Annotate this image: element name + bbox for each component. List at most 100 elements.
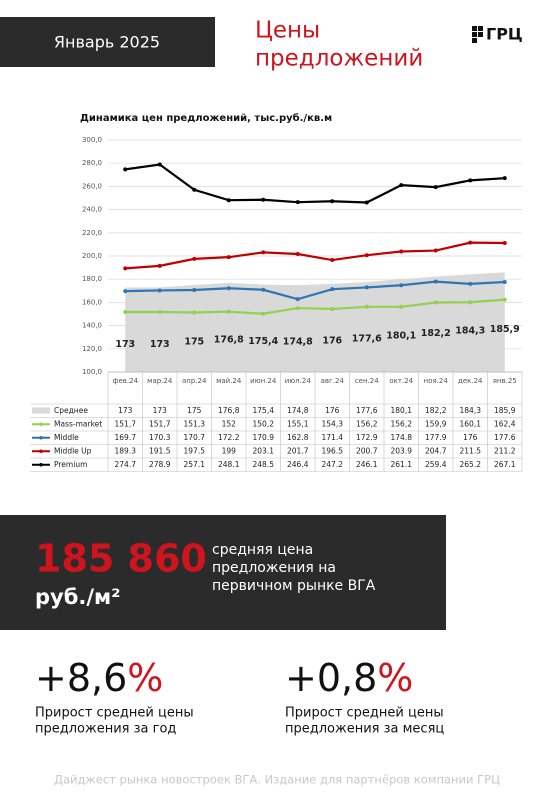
point	[261, 197, 266, 202]
table-cell: 172.9	[356, 433, 378, 442]
point	[502, 279, 507, 284]
stat-number: +8,6	[35, 656, 127, 700]
table-cell: 159,9	[425, 419, 447, 428]
x-tick-label: янв.25	[493, 377, 517, 385]
stat-label: Прирост средней цены	[35, 706, 194, 721]
point	[123, 310, 128, 315]
table-cell: 196.5	[322, 446, 344, 455]
point	[364, 253, 369, 258]
summary-text: первичном рынке ВГА	[212, 578, 376, 594]
table-cell: 199	[222, 446, 237, 455]
point	[399, 183, 404, 188]
table-cell: 189.3	[115, 446, 137, 455]
table-cell: 175	[187, 406, 202, 415]
data-label: 176,8	[214, 334, 244, 345]
point	[226, 198, 231, 203]
table-cell: 162.8	[287, 433, 309, 442]
table-cell: 211.5	[460, 446, 482, 455]
table-cell: 151,3	[184, 419, 206, 428]
table-cell: 246.1	[356, 460, 378, 469]
table-cell: 173	[153, 406, 168, 415]
legend-swatch	[39, 449, 43, 454]
line	[125, 241, 505, 270]
table-cell: 169.7	[115, 433, 137, 442]
point	[433, 300, 438, 305]
summary-value: 185 860	[35, 537, 207, 581]
summary-unit: руб./м²	[35, 585, 120, 609]
table-cell: 184,3	[460, 406, 482, 415]
data-label: 174,8	[283, 337, 313, 348]
table-cell: 191.5	[149, 446, 171, 455]
point	[226, 286, 231, 291]
x-tick-label: сен.24	[355, 377, 379, 385]
point	[226, 255, 231, 260]
line	[125, 298, 505, 315]
table-cell: 211.2	[494, 446, 516, 455]
y-tick-label: 300,0	[82, 136, 102, 144]
logo-icon	[472, 26, 483, 43]
y-tick-label: 200,0	[82, 252, 102, 260]
table-cell: 177.6	[494, 433, 516, 442]
table-cell: 247.2	[322, 460, 344, 469]
stat-label: предложения за месяц	[285, 722, 444, 737]
stat-unit: %	[127, 656, 163, 700]
point	[295, 306, 300, 311]
summary-banner	[0, 515, 446, 630]
data-label: 173	[150, 339, 170, 350]
table-cell: 176,8	[218, 406, 240, 415]
y-tick-label: 280,0	[82, 159, 102, 167]
point	[261, 311, 266, 316]
point	[502, 176, 507, 181]
legend-swatch	[39, 462, 43, 467]
point	[330, 287, 335, 292]
point	[364, 304, 369, 309]
date-box	[0, 17, 215, 67]
x-tick-label: окт.24	[389, 377, 413, 385]
legend-swatch	[39, 422, 43, 427]
point	[192, 256, 197, 261]
table-cell: 155,1	[287, 419, 309, 428]
point	[502, 297, 507, 302]
table-cell: 152	[222, 419, 237, 428]
x-tick-label: ноя.24	[424, 377, 449, 385]
table-cell: 180,1	[391, 406, 413, 415]
stat-label: предложения за год	[35, 722, 176, 737]
point	[192, 287, 197, 292]
footer: Дайджест рынка новостроек ВГА. Издание д…	[54, 773, 500, 787]
x-tick-label: дек.24	[458, 377, 483, 385]
legend-label: Mass-market	[54, 419, 102, 428]
stat-label: Прирост средней цены	[285, 706, 444, 721]
data-label: 176	[322, 335, 342, 346]
point	[123, 167, 128, 172]
point	[364, 200, 369, 205]
y-tick-label: 140,0	[82, 322, 102, 330]
point	[468, 300, 473, 305]
data-label: 182,2	[421, 328, 451, 339]
summary-text: предложения на	[212, 560, 336, 576]
stat-value: +8,6%	[35, 656, 163, 700]
table-cell: 151,7	[149, 419, 171, 428]
stat-unit: %	[377, 656, 413, 700]
table-cell: 203.9	[391, 446, 413, 455]
table-cell: 170.3	[149, 433, 171, 442]
point	[330, 258, 335, 263]
data-label: 177,6	[352, 333, 382, 344]
point	[399, 304, 404, 309]
table-cell: 176	[463, 433, 478, 442]
table-cell: 248.1	[218, 460, 240, 469]
table-cell: 203.1	[253, 446, 275, 455]
point	[433, 248, 438, 253]
x-tick-label: апр.24	[182, 377, 207, 385]
line	[125, 280, 505, 301]
logo: ГРЦ	[486, 25, 523, 44]
point	[399, 249, 404, 254]
summary-text: средняя цена	[212, 542, 313, 558]
table-cell: 265.2	[460, 460, 482, 469]
point	[330, 307, 335, 312]
y-tick-label: 120,0	[82, 345, 102, 353]
point	[261, 250, 266, 255]
point	[157, 263, 162, 268]
table-cell: 185,9	[494, 406, 516, 415]
